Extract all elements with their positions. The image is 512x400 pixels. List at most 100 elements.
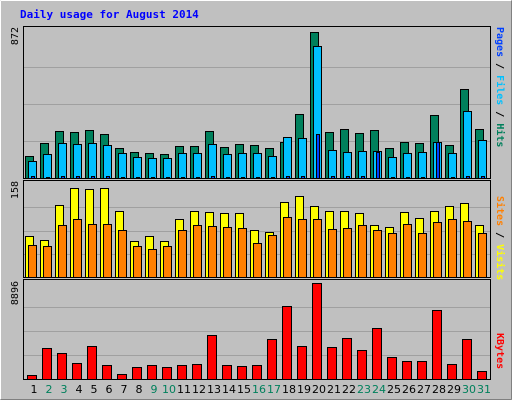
bar-kbytes-day-10 [162, 367, 172, 380]
bar-files-day-8 [133, 157, 142, 179]
bar-files-day-5 [88, 143, 97, 179]
bar-files-day-21 [328, 150, 337, 179]
x-tick-label-day-30: 30 [462, 383, 476, 396]
bar-files-day-30 [463, 111, 472, 179]
panel-kbytes: 8896 KBytes [10, 279, 505, 380]
bar-pages-day-1 [31, 176, 35, 179]
bar-sites-day-9 [148, 249, 157, 278]
x-tick-label-day-12: 12 [192, 383, 206, 396]
bar-sites-day-19 [298, 219, 307, 278]
bar-pages-day-5 [91, 176, 95, 179]
panel-hits-max-label: 872 [10, 27, 21, 45]
x-tick-label-day-25: 25 [387, 383, 401, 396]
legend-sites: Sites [494, 196, 506, 226]
bar-pages-day-24 [376, 152, 380, 179]
bar-files-day-2 [43, 154, 52, 179]
bar-pages-day-10 [166, 177, 170, 179]
x-tick-label-day-29: 29 [447, 383, 461, 396]
bar-kbytes-day-28 [432, 310, 442, 380]
bar-sites-day-29 [448, 219, 457, 278]
bar-pages-day-19 [301, 176, 305, 179]
bar-files-day-3 [58, 143, 67, 179]
bar-sites-day-30 [463, 221, 472, 278]
bar-kbytes-day-20 [312, 283, 322, 380]
bar-sites-day-20 [313, 219, 322, 278]
panel-kbytes-max-label: 8896 [10, 281, 21, 305]
bar-files-day-31 [478, 140, 487, 179]
x-tick-label-day-28: 28 [432, 383, 446, 396]
panel-kbytes-legend: KBytes [494, 333, 505, 369]
x-tick-label-day-20: 20 [312, 383, 326, 396]
x-tick-label-day-15: 15 [237, 383, 251, 396]
bar-files-day-25 [388, 157, 397, 179]
bar-kbytes-day-5 [87, 346, 97, 380]
bar-pages-day-25 [391, 177, 395, 179]
legend-visits: Visits [494, 244, 506, 280]
bar-kbytes-day-15 [237, 366, 247, 380]
bar-files-day-16 [253, 153, 262, 179]
x-tick-label-day-4: 4 [76, 383, 83, 396]
panel-kbytes-frame [23, 279, 491, 380]
bar-sites-day-12 [193, 225, 202, 278]
bar-sites-day-26 [403, 224, 412, 278]
bar-pages-day-7 [121, 177, 125, 179]
bar-sites-day-15 [238, 228, 247, 278]
bar-pages-day-29 [451, 177, 455, 179]
bar-files-day-4 [73, 144, 82, 179]
legend-files: Files [494, 75, 506, 105]
bar-kbytes-day-12 [192, 364, 202, 380]
x-tick-label-day-8: 8 [136, 383, 143, 396]
bar-sites-day-28 [433, 222, 442, 278]
bar-files-day-22 [343, 152, 352, 179]
bar-kbytes-day-21 [327, 347, 337, 380]
bar-pages-day-20 [316, 134, 320, 179]
bar-pages-day-2 [46, 177, 50, 179]
x-tick-label-day-18: 18 [282, 383, 296, 396]
bar-sites-day-16 [253, 243, 262, 278]
bar-sites-day-23 [358, 225, 367, 278]
x-tick-label-day-23: 23 [357, 383, 371, 396]
x-tick-label-day-17: 17 [267, 383, 281, 396]
bar-pages-day-31 [481, 176, 485, 179]
x-tick-label-day-10: 10 [162, 383, 176, 396]
bar-kbytes-day-24 [372, 328, 382, 380]
bar-kbytes-day-22 [342, 338, 352, 380]
legend-sep-1: / [494, 57, 505, 75]
bar-kbytes-day-25 [387, 357, 397, 380]
bar-pages-day-17 [271, 177, 275, 179]
bar-files-day-23 [358, 151, 367, 179]
bar-files-day-14 [223, 154, 232, 179]
bar-kbytes-day-3 [57, 353, 67, 380]
bar-sites-day-8 [133, 246, 142, 278]
bar-kbytes-day-1 [27, 375, 37, 380]
bar-sites-day-31 [478, 233, 487, 278]
x-tick-label-day-31: 31 [477, 383, 491, 396]
bar-sites-day-11 [178, 230, 187, 278]
legend-kbytes: KBytes [494, 333, 505, 369]
bar-kbytes-day-11 [177, 365, 187, 380]
bar-sites-day-3 [58, 225, 67, 278]
bar-pages-day-28 [436, 142, 440, 179]
bar-kbytes-day-2 [42, 348, 52, 380]
panel-visits-bars [25, 188, 487, 278]
x-tick-label-day-9: 9 [151, 383, 158, 396]
bar-sites-day-25 [388, 233, 397, 278]
x-tick-label-day-21: 21 [327, 383, 341, 396]
bar-sites-day-22 [343, 228, 352, 278]
x-tick-label-day-13: 13 [207, 383, 221, 396]
bar-pages-day-3 [61, 176, 65, 179]
bar-sites-day-7 [118, 230, 127, 278]
bar-sites-day-4 [73, 219, 82, 278]
bar-pages-day-30 [466, 176, 470, 179]
svg-text:Sites / Visits: Sites / Visits [494, 196, 506, 280]
x-tick-label-day-22: 22 [342, 383, 356, 396]
bar-kbytes-day-18 [282, 306, 292, 380]
bar-sites-day-17 [268, 235, 277, 278]
bar-kbytes-day-31 [477, 371, 487, 380]
bar-pages-day-11 [181, 177, 185, 179]
panel-hits-bars [25, 32, 487, 179]
bar-files-day-26 [403, 153, 412, 179]
bar-files-day-1 [28, 161, 37, 179]
x-tick-label-day-5: 5 [91, 383, 98, 396]
bar-files-day-27 [418, 152, 427, 179]
